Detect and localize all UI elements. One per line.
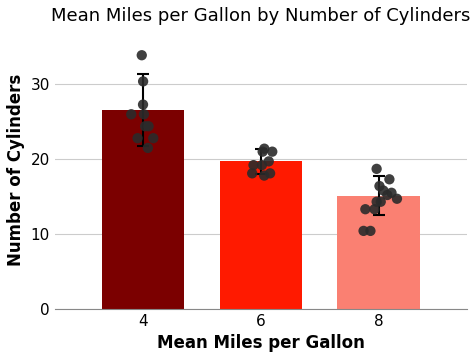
Point: [383, 192, 391, 198]
Point: [386, 176, 393, 182]
Point: [145, 123, 152, 129]
Y-axis label: Number of Cylinders: Number of Cylinders: [7, 74, 25, 266]
Point: [393, 196, 401, 202]
Point: [139, 79, 147, 84]
Point: [367, 228, 374, 234]
Bar: [219, 162, 302, 309]
Point: [144, 145, 152, 151]
Point: [362, 206, 369, 212]
Point: [258, 162, 266, 168]
Point: [260, 173, 268, 178]
Point: [149, 135, 157, 141]
Point: [265, 159, 273, 164]
Point: [266, 171, 274, 176]
Point: [380, 188, 387, 194]
Point: [250, 162, 257, 168]
Bar: [102, 110, 184, 309]
Point: [138, 52, 146, 58]
Point: [259, 149, 266, 154]
Bar: [337, 196, 420, 309]
Point: [371, 206, 378, 212]
Point: [248, 171, 256, 176]
Point: [388, 190, 395, 196]
Point: [268, 149, 276, 154]
Point: [360, 228, 367, 234]
Point: [134, 135, 141, 141]
X-axis label: Mean Miles per Gallon: Mean Miles per Gallon: [157, 334, 365, 352]
Point: [140, 111, 148, 117]
Point: [377, 199, 384, 205]
Point: [141, 123, 149, 129]
Point: [373, 166, 381, 172]
Point: [139, 102, 147, 107]
Point: [373, 199, 381, 205]
Title: Mean Miles per Gallon by Number of Cylinders: Mean Miles per Gallon by Number of Cylin…: [51, 7, 471, 25]
Point: [376, 183, 383, 189]
Point: [128, 111, 135, 117]
Point: [261, 146, 268, 151]
